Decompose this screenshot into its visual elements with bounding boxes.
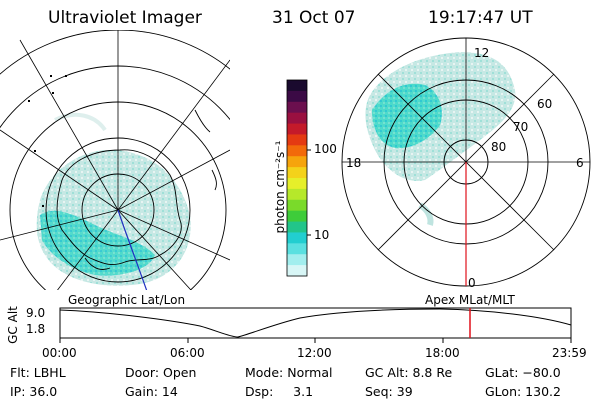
magnetic-polar-map xyxy=(341,37,591,287)
geographic-map xyxy=(0,30,230,290)
colorbar-segment xyxy=(287,188,307,201)
colorbar-segment xyxy=(287,221,307,233)
date-label: 31 Oct 07 xyxy=(272,8,356,28)
info-flt: Flt: LBHL xyxy=(10,365,66,380)
info-gain: Gain: 14 xyxy=(125,384,178,399)
colorbar-segment xyxy=(287,80,307,92)
colorbar xyxy=(287,80,307,277)
altitude-curve xyxy=(59,308,572,338)
x-tick-1200: 12:00 xyxy=(297,346,332,360)
lat-label-60: 60 xyxy=(537,97,553,111)
colorbar-unit-label: photon cm⁻²s⁻¹ xyxy=(273,140,287,234)
lat-label-80: 80 xyxy=(491,140,507,154)
colorbar-segment xyxy=(287,134,307,146)
colorbar-segment xyxy=(287,123,307,135)
altitude-ylabel: GC Alt xyxy=(5,306,20,344)
colorbar-segment xyxy=(287,232,307,244)
colorbar-segment xyxy=(287,167,307,179)
lat-label-70: 70 xyxy=(513,120,529,134)
colorbar-segment xyxy=(287,199,307,212)
colorbar-tick-100: 100 xyxy=(314,142,337,156)
info-mode: Mode: Normal xyxy=(245,365,333,380)
altitude-ytick-9: 9.0 xyxy=(26,306,46,320)
mlt-label-0: 0 xyxy=(468,276,476,290)
x-tick-0000: 00:00 xyxy=(42,346,77,360)
colorbar-tick-10: 10 xyxy=(314,228,330,242)
coastline xyxy=(56,149,182,265)
info-gcalt: GC Alt: 8.8 Re xyxy=(365,365,453,380)
x-tick-2359: 23:59 xyxy=(552,346,587,360)
altitude-ytick-1-8: 1.8 xyxy=(26,322,46,336)
info-seq: Seq: 39 xyxy=(365,384,413,399)
imager-title: Ultraviolet Imager xyxy=(48,8,202,28)
altitude-plot xyxy=(59,307,572,343)
colorbar-segment xyxy=(287,210,307,223)
colorbar-segment xyxy=(287,101,307,114)
mlt-label-12: 12 xyxy=(474,46,490,60)
colorbar-frame xyxy=(286,79,308,277)
x-tick-0600: 06:00 xyxy=(170,346,205,360)
colorbar-segment xyxy=(287,178,307,190)
colorbar-segment xyxy=(287,145,307,157)
time-label: 19:17:47 UT xyxy=(428,8,533,28)
apex-label: Apex MLat/MLT xyxy=(425,293,515,307)
info-glon: GLon: 130.2 xyxy=(485,384,561,399)
info-dsp: Dsp: 3.1 xyxy=(245,384,314,399)
mlt-label-18: 18 xyxy=(346,156,362,170)
info-door: Door: Open xyxy=(125,365,197,380)
colorbar-segment xyxy=(287,254,307,266)
left-emission-bright xyxy=(40,210,155,276)
info-ip: IP: 36.0 xyxy=(10,384,58,399)
colorbar-segment xyxy=(287,265,307,277)
info-glat: GLat: −80.0 xyxy=(485,365,561,380)
geographic-label: Geographic Lat/Lon xyxy=(68,293,186,307)
colorbar-segment xyxy=(287,90,307,103)
colorbar-segment xyxy=(287,156,307,168)
colorbar-segment xyxy=(287,112,307,125)
x-tick-1800: 18:00 xyxy=(425,346,460,360)
colorbar-segment xyxy=(287,243,307,255)
mlt-label-6: 6 xyxy=(576,156,584,170)
